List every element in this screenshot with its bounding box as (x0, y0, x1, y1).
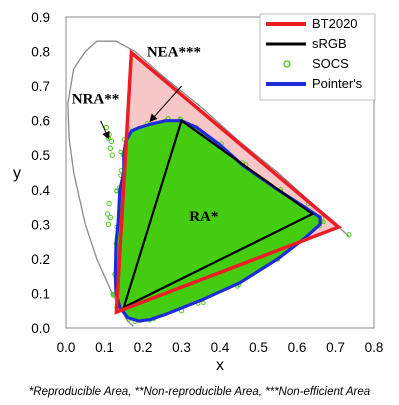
y-tick-label: 0.7 (31, 79, 50, 94)
srgb-triangle (121, 118, 315, 310)
x-tick-label: 0.8 (365, 340, 384, 355)
plot-area (65, 16, 375, 329)
socs-point (107, 214, 113, 221)
socs-point (272, 189, 277, 195)
x-tick-label: 0.7 (326, 340, 345, 355)
x-tick-label: 0.1 (95, 340, 114, 355)
x-tick-label: 0.2 (134, 340, 153, 355)
legend-label: Pointer's (312, 76, 363, 91)
socs-point (107, 145, 113, 152)
socs-point (106, 200, 112, 207)
socs-point (346, 232, 352, 238)
legend-swatch (283, 60, 291, 68)
region-label: NEA*** (147, 45, 201, 61)
region-label: NRA** (72, 91, 120, 107)
x-axis-title: x (216, 357, 224, 374)
socs-point (105, 221, 112, 228)
annotation-arrow (100, 120, 110, 140)
x-tick-label: 0.5 (249, 340, 268, 355)
socs-point (238, 166, 243, 172)
x-tick-label: 0.3 (172, 340, 191, 355)
socs-point (109, 152, 115, 158)
y-tick-label: 0.0 (31, 321, 50, 336)
annotations: NEA*** NRA** RA* (72, 45, 219, 225)
legend-label: BT2020 (312, 16, 358, 31)
pointers-gamut (113, 119, 322, 323)
socs-point (108, 138, 115, 145)
socs-point (294, 228, 300, 234)
bt2020-triangle (114, 49, 342, 315)
bt2020-triangle-line (114, 49, 342, 315)
y-tick-label: 0.1 (31, 286, 50, 301)
x-tick-label: 0.4 (211, 340, 230, 355)
y-axis-title: y (13, 165, 21, 182)
socs-point (201, 300, 206, 306)
socs-point (118, 168, 124, 173)
x-tick-labels: 0.0 0.1 0.2 0.3 0.4 0.5 0.6 0.7 0.8 (57, 340, 384, 355)
y-tick-label: 0.6 (31, 114, 50, 129)
srgb-triangle-line (121, 118, 315, 310)
caption: *Reproducible Area, **Non-reproducible A… (28, 386, 371, 398)
y-tick-label: 0.4 (31, 183, 50, 198)
legend: BT2020 sRGB SOCS Pointer's (259, 13, 376, 101)
y-tick-label: 0.5 (31, 148, 50, 163)
y-tick-label: 0.9 (31, 10, 50, 25)
pointers-gamut-line (113, 119, 322, 323)
y-tick-labels: 0.0 0.1 0.2 0.3 0.4 0.5 0.6 0.7 0.8 0.9 (31, 10, 50, 336)
region-label: RA* (189, 209, 218, 225)
annotation-arrow (149, 85, 182, 123)
legend-label: SOCS (312, 56, 349, 71)
y-tick-label: 0.2 (31, 252, 50, 267)
y-tick-label: 0.8 (31, 45, 50, 60)
y-tick-label: 0.3 (31, 217, 50, 232)
socs-point (236, 256, 242, 262)
socs-point (104, 211, 111, 217)
x-tick-label: 0.0 (57, 340, 76, 355)
x-tick-label: 0.6 (288, 340, 307, 355)
legend-label: sRGB (312, 36, 347, 51)
socs-point (118, 149, 123, 155)
